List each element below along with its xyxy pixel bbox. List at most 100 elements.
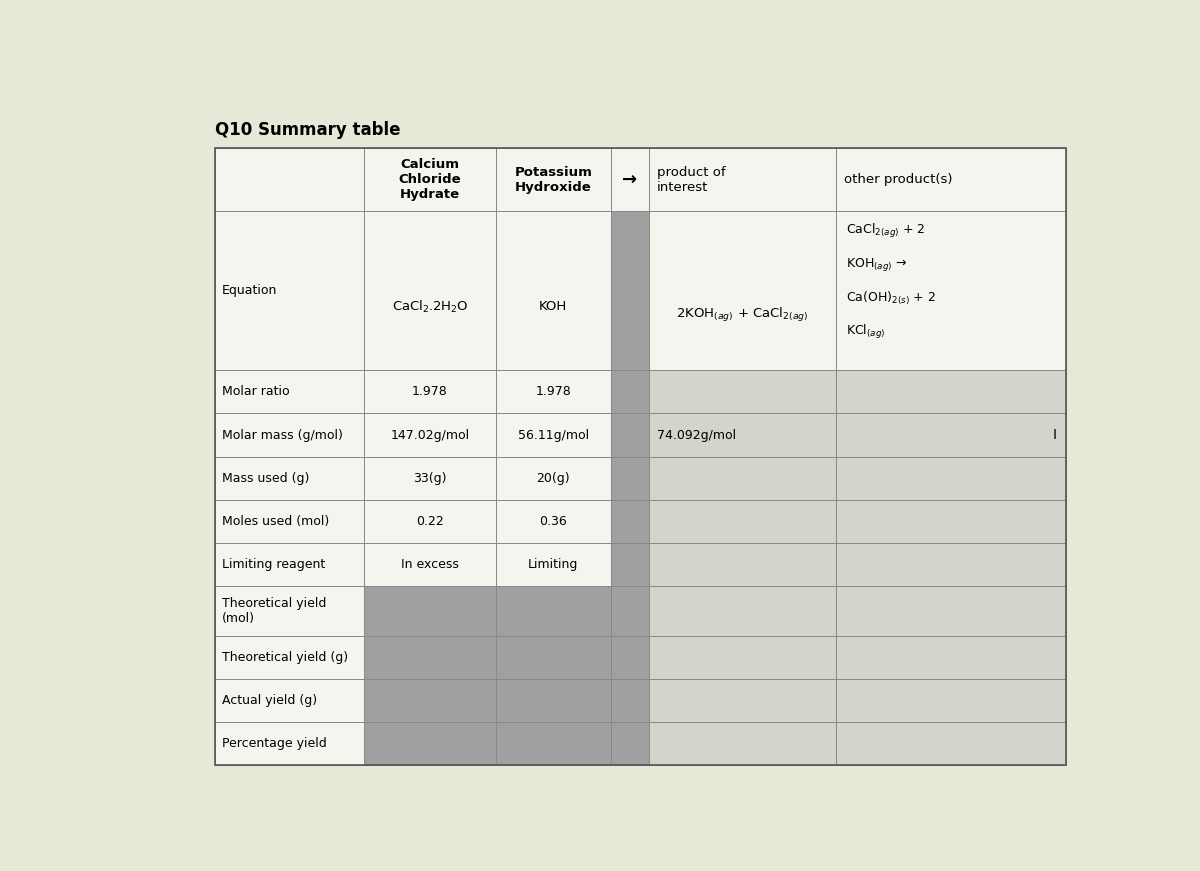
Bar <box>364 456 496 500</box>
Text: Molar ratio: Molar ratio <box>222 386 289 398</box>
Bar <box>649 586 836 636</box>
Bar <box>496 586 611 636</box>
Text: Molar mass (g/mol): Molar mass (g/mol) <box>222 429 342 442</box>
Text: CaCl$_{2(ag)}$ + 2: CaCl$_{2(ag)}$ + 2 <box>846 222 925 240</box>
Text: 147.02g/mol: 147.02g/mol <box>390 429 469 442</box>
Text: In excess: In excess <box>401 558 458 571</box>
Text: Actual yield (g): Actual yield (g) <box>222 694 317 707</box>
Bar <box>215 722 364 765</box>
Bar <box>364 414 496 456</box>
Text: CaCl$_2$.2H$_2$O: CaCl$_2$.2H$_2$O <box>391 299 468 314</box>
Bar <box>496 456 611 500</box>
Bar <box>364 148 496 211</box>
Bar <box>215 679 364 722</box>
Bar <box>364 211 496 370</box>
Bar <box>215 148 364 211</box>
Text: 2KOH$_{(ag)}$ + CaCl$_{2(ag)}$: 2KOH$_{(ag)}$ + CaCl$_{2(ag)}$ <box>677 306 809 324</box>
Bar <box>649 414 836 456</box>
Bar <box>836 370 1066 414</box>
Text: Q10 Summary table: Q10 Summary table <box>215 121 401 139</box>
Bar <box>836 679 1066 722</box>
Bar <box>496 543 611 586</box>
Bar <box>496 679 611 722</box>
Bar <box>836 148 1066 211</box>
Bar <box>611 370 649 414</box>
Text: Percentage yield: Percentage yield <box>222 737 326 750</box>
Bar <box>611 636 649 679</box>
Text: 0.22: 0.22 <box>416 515 444 528</box>
Bar <box>364 722 496 765</box>
Bar <box>836 456 1066 500</box>
Bar <box>836 543 1066 586</box>
Text: 56.11g/mol: 56.11g/mol <box>517 429 589 442</box>
Bar <box>364 679 496 722</box>
Text: Limiting: Limiting <box>528 558 578 571</box>
Bar <box>649 370 836 414</box>
Bar <box>611 543 649 586</box>
Text: 20(g): 20(g) <box>536 472 570 484</box>
Text: other product(s): other product(s) <box>844 173 953 186</box>
Bar <box>649 636 836 679</box>
Bar <box>649 543 836 586</box>
Bar <box>649 500 836 543</box>
Bar <box>496 636 611 679</box>
Bar <box>364 543 496 586</box>
Bar <box>611 148 649 211</box>
Bar <box>611 456 649 500</box>
Text: 1.978: 1.978 <box>412 386 448 398</box>
Text: KCl$_{(ag)}$: KCl$_{(ag)}$ <box>846 322 886 341</box>
Bar <box>611 679 649 722</box>
Text: product of
interest: product of interest <box>656 165 725 193</box>
Text: Moles used (mol): Moles used (mol) <box>222 515 329 528</box>
Bar <box>215 586 364 636</box>
Bar <box>496 722 611 765</box>
Bar <box>836 211 1066 370</box>
Text: KOH: KOH <box>539 300 568 314</box>
Bar <box>364 500 496 543</box>
Text: Mass used (g): Mass used (g) <box>222 472 308 484</box>
Bar <box>215 414 364 456</box>
Bar <box>215 500 364 543</box>
Bar <box>215 636 364 679</box>
Bar <box>836 586 1066 636</box>
Text: Ca(OH)$_{2(s)}$ + 2: Ca(OH)$_{2(s)}$ + 2 <box>846 289 936 307</box>
Text: 33(g): 33(g) <box>413 472 446 484</box>
Text: 1.978: 1.978 <box>535 386 571 398</box>
Bar <box>649 456 836 500</box>
Bar <box>836 414 1066 456</box>
Bar <box>215 543 364 586</box>
Text: Limiting reagent: Limiting reagent <box>222 558 325 571</box>
Bar <box>649 722 836 765</box>
Text: Theoretical yield
(mol): Theoretical yield (mol) <box>222 597 326 625</box>
Bar <box>496 148 611 211</box>
Bar <box>836 722 1066 765</box>
Bar <box>215 456 364 500</box>
Bar <box>215 370 364 414</box>
Bar <box>364 370 496 414</box>
Text: KOH$_{(ag)}$ →: KOH$_{(ag)}$ → <box>846 256 907 273</box>
Bar <box>611 586 649 636</box>
Text: I: I <box>1052 428 1057 442</box>
Text: Potassium
Hydroxide: Potassium Hydroxide <box>515 165 593 193</box>
Bar <box>364 636 496 679</box>
Text: Theoretical yield (g): Theoretical yield (g) <box>222 651 348 664</box>
Bar <box>496 370 611 414</box>
Bar <box>649 148 836 211</box>
Text: →: → <box>623 171 637 189</box>
Text: 0.36: 0.36 <box>540 515 568 528</box>
Bar <box>836 500 1066 543</box>
Bar <box>649 211 836 370</box>
Bar <box>611 722 649 765</box>
Bar <box>649 679 836 722</box>
Bar <box>496 414 611 456</box>
Text: 74.092g/mol: 74.092g/mol <box>656 429 736 442</box>
Bar <box>364 586 496 636</box>
Bar <box>496 500 611 543</box>
Bar <box>215 211 364 370</box>
Bar <box>611 414 649 456</box>
Text: Equation: Equation <box>222 284 277 297</box>
Bar <box>611 500 649 543</box>
Bar <box>836 636 1066 679</box>
Bar <box>611 211 649 370</box>
Text: Calcium
Chloride
Hydrate: Calcium Chloride Hydrate <box>398 159 461 201</box>
